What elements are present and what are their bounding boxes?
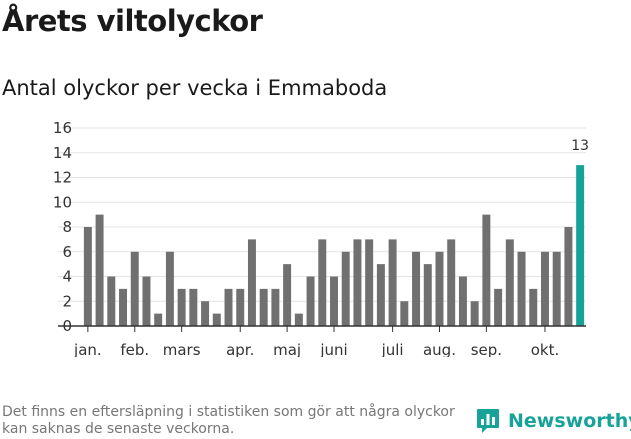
- bar: [201, 301, 210, 326]
- bar: [482, 214, 491, 326]
- y-tick-label: 2: [62, 292, 72, 310]
- bar: [259, 288, 268, 326]
- bar: [236, 288, 245, 326]
- bar: [505, 239, 514, 326]
- bar: [330, 276, 338, 326]
- y-tick-label: 12: [53, 169, 72, 187]
- chart-title: Årets viltolyckor: [2, 4, 263, 38]
- x-tick-label: okt.: [531, 341, 560, 357]
- x-tick-label: jan.: [73, 341, 102, 357]
- bar: [552, 251, 561, 326]
- bar: [247, 239, 256, 326]
- brand-name: Newsworthy: [508, 410, 631, 432]
- bar: [283, 264, 292, 326]
- bars: [83, 165, 585, 326]
- y-tick-label: 16: [53, 119, 72, 137]
- y-tick-label: 10: [53, 193, 72, 211]
- bar: [412, 251, 421, 326]
- bar: [142, 276, 151, 326]
- bar: [494, 288, 503, 326]
- newsworthy-chart-icon: [477, 409, 499, 433]
- bar: [423, 264, 432, 326]
- footnote: Det finns en eftersläpning i statistiken…: [2, 404, 455, 437]
- x-axis: jan. feb. mars apr. maj juni juli aug. sep. okt.: [58, 325, 586, 357]
- bar: [119, 288, 128, 326]
- y-tick-label: 14: [53, 144, 72, 162]
- bar: [271, 288, 280, 326]
- x-tick-label: aug.: [423, 341, 456, 357]
- bar-labels: 13: [571, 138, 589, 154]
- bar: [95, 214, 104, 326]
- bar: [224, 288, 233, 326]
- bar: [130, 251, 139, 326]
- highlight-bar: [576, 165, 585, 326]
- bar: [177, 288, 186, 326]
- bar: [529, 288, 538, 326]
- y-tick-label: 4: [62, 268, 72, 286]
- x-tick-label: sep.: [471, 341, 502, 357]
- y-tick-label: 8: [62, 218, 72, 236]
- x-tick-label: maj: [273, 341, 301, 357]
- bar: [83, 227, 92, 326]
- x-tick-label: feb.: [120, 341, 149, 357]
- bar: [435, 251, 444, 326]
- x-tick-label: mars: [163, 341, 201, 357]
- bar: [540, 251, 549, 326]
- bar: [341, 251, 350, 326]
- bar: [212, 313, 221, 326]
- bar: [353, 239, 362, 326]
- x-tick-label: juni: [319, 341, 347, 357]
- bar: [294, 313, 303, 326]
- bar: [564, 227, 573, 326]
- chart-subtitle: Antal olyckor per vecka i Emmaboda: [2, 76, 388, 100]
- bar: [388, 239, 397, 326]
- bar: [447, 239, 456, 326]
- bar: [517, 251, 526, 326]
- bar: [376, 264, 385, 326]
- bar: [318, 239, 327, 326]
- bar: [306, 276, 315, 326]
- bar: [165, 251, 174, 326]
- x-tick-label: apr.: [226, 341, 254, 357]
- bar: [365, 239, 374, 326]
- y-tick-label: 6: [62, 243, 72, 261]
- highlight-value-label: 13: [571, 138, 589, 154]
- bar: [470, 301, 479, 326]
- bar: [458, 276, 467, 326]
- bar: [154, 313, 163, 326]
- brand-logo-link[interactable]: Newsworthy: [476, 408, 631, 434]
- bar: [107, 276, 116, 326]
- x-tick-label: juli: [381, 341, 404, 357]
- bar: [189, 288, 198, 326]
- bar: [400, 301, 409, 326]
